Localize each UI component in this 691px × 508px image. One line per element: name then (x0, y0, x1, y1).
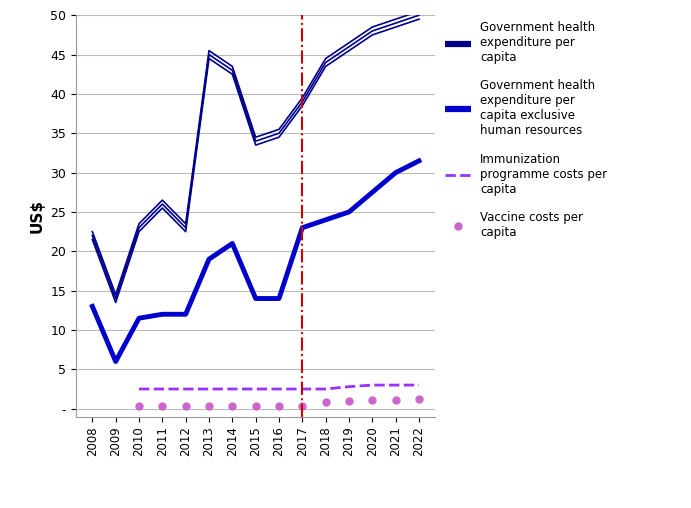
Legend: Government health
expenditure per
capita, Government health
expenditure per
capi: Government health expenditure per capita… (445, 21, 607, 239)
Y-axis label: US$: US$ (30, 199, 45, 233)
